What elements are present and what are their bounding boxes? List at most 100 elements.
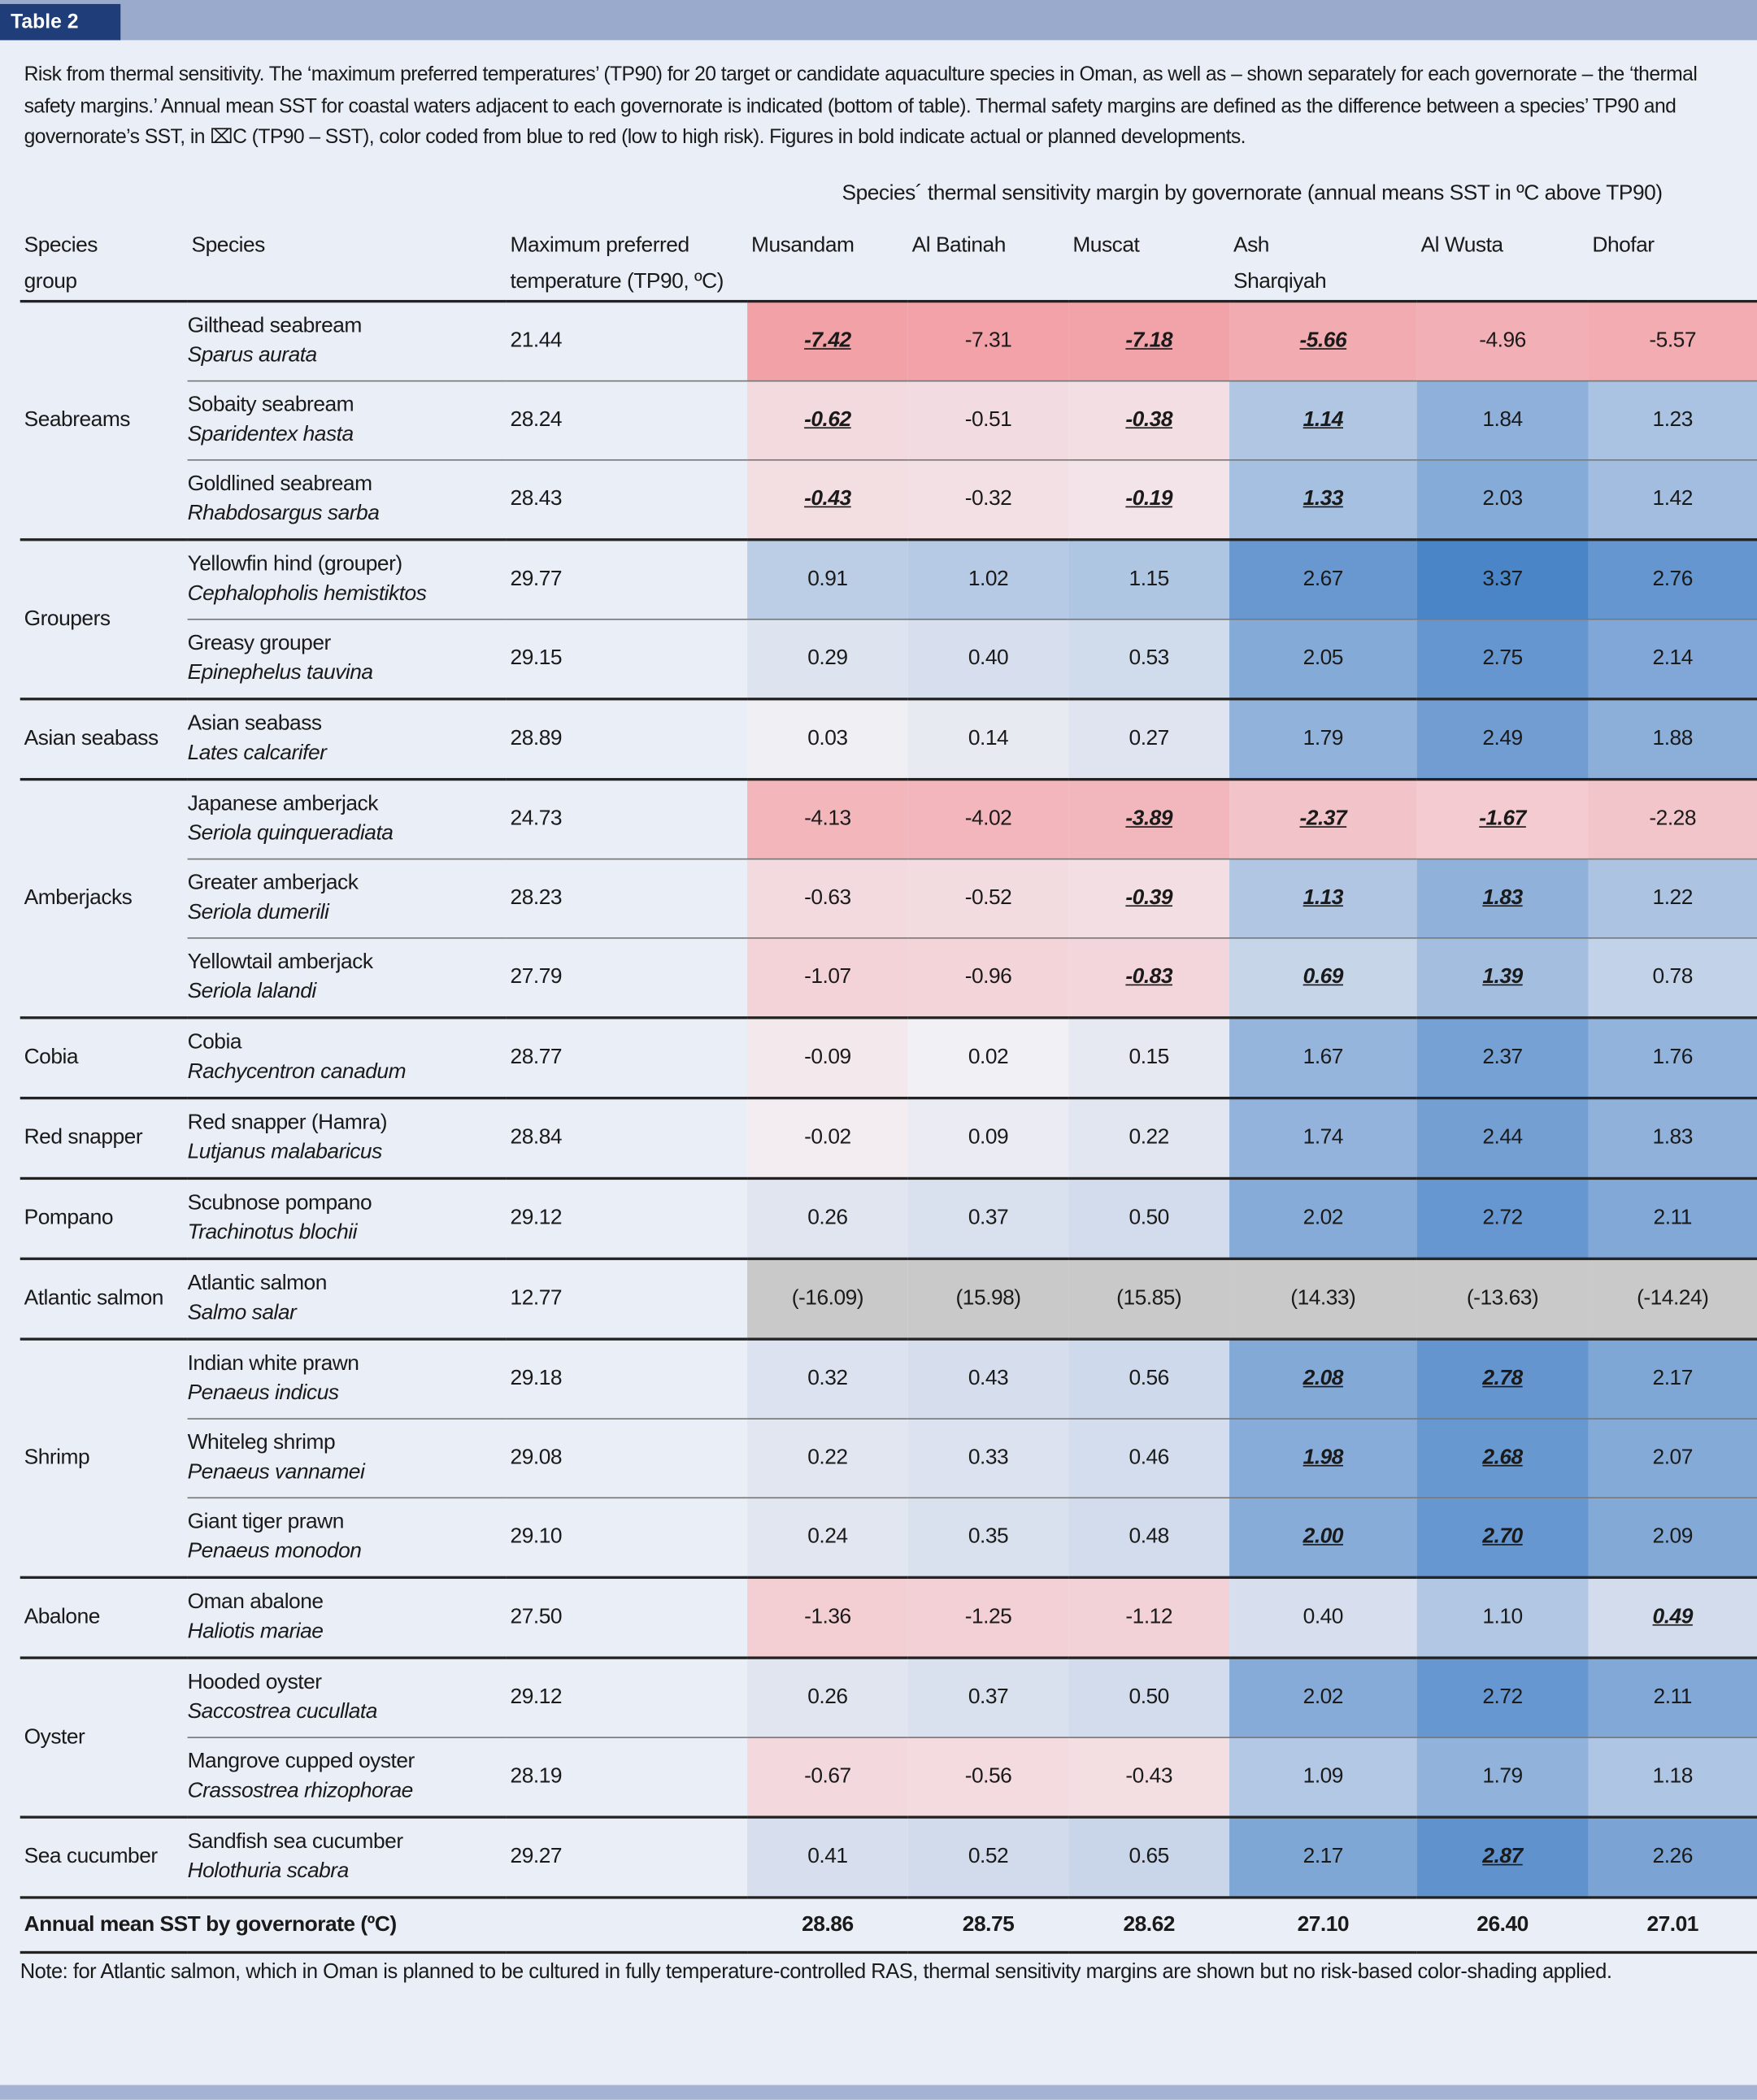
tp90: 29.12 [506, 1176, 748, 1259]
species: Giant tiger prawn Penaeus monodon [187, 1497, 507, 1578]
common-name: Cobia [187, 1031, 242, 1054]
column-header-text: Maximum preferred temperature (TP90, ºC) [510, 234, 724, 293]
margin-cell: 2.08 [1229, 1337, 1417, 1420]
margin-cell: 1.83 [1416, 858, 1589, 938]
margin-cell: -0.51 [907, 380, 1069, 460]
species-group: Seabreams [20, 299, 188, 540]
margin-cell: (15.85) [1068, 1257, 1230, 1340]
margin-cell: 1.23 [1588, 380, 1757, 460]
sst-value: 26.40 [1416, 1896, 1589, 1954]
margin-cell: 2.11 [1588, 1656, 1757, 1738]
margin-cell: -5.66 [1229, 299, 1417, 381]
tp90: 29.77 [506, 538, 748, 620]
common-name: Red snapper (Hamra) [187, 1111, 388, 1135]
species: Yellowtail amberjack Seriola lalandi [187, 937, 507, 1018]
sst-value: 28.86 [747, 1896, 908, 1954]
margin-cell: 0.41 [747, 1815, 908, 1898]
scientific-name: Cephalopholis hemistiktos [187, 582, 427, 606]
margin-cell: -0.62 [747, 380, 908, 460]
common-name: Greater amberjack [187, 872, 359, 895]
species-row: Yellowtail amberjack Seriola lalandi 27.79… [20, 937, 1757, 1018]
margin-cell: -0.63 [747, 858, 908, 938]
species: Asian seabass Lates calcarifer [187, 698, 507, 780]
margin-cell: 0.37 [907, 1656, 1069, 1738]
common-name: Hooded oyster [187, 1671, 322, 1694]
margin-cell: 0.14 [907, 698, 1069, 780]
margin-cell: 2.14 [1588, 618, 1757, 699]
scientific-name: Seriola quinqueradiata [187, 822, 394, 846]
margin-cell: -1.67 [1416, 777, 1589, 859]
margin-cell: 1.33 [1229, 459, 1417, 540]
margin-cell: 0.53 [1068, 618, 1230, 699]
top-bar [0, 0, 1757, 41]
margin-cell: 2.02 [1229, 1176, 1417, 1259]
species: Cobia Rachycentron canadum [187, 1016, 507, 1098]
tp90: 28.77 [506, 1016, 748, 1098]
species: Yellowfin hind (grouper) Cephalopholis he… [187, 538, 507, 620]
column-header-text: Species [191, 234, 266, 258]
tp90: 28.84 [506, 1096, 748, 1179]
species-row: Giant tiger prawn Penaeus monodon 29.10 0.2… [20, 1497, 1757, 1578]
margin-cell: 2.17 [1588, 1337, 1757, 1420]
sst-value: 28.75 [907, 1896, 1069, 1954]
tp90: 29.10 [506, 1497, 748, 1578]
margin-cell: 2.67 [1229, 538, 1417, 620]
margin-cell: 0.91 [747, 538, 908, 620]
margin-cell: 2.75 [1416, 618, 1589, 699]
sst-value: 27.10 [1229, 1896, 1417, 1954]
species-group: Sea cucumber [20, 1815, 188, 1898]
note: Note: for Atlantic salmon, which in Oman… [20, 1960, 1612, 1984]
margin-cell: 1.39 [1416, 937, 1589, 1018]
margin-cell: 0.49 [1588, 1576, 1757, 1659]
margin-cell: 0.03 [747, 698, 908, 780]
margin-cell: 0.48 [1068, 1497, 1230, 1578]
margin-cell: 1.02 [907, 538, 1069, 620]
species-row: Abalone Oman abalone Haliotis mariae 27.50-… [20, 1576, 1757, 1659]
margin-cell: 1.76 [1588, 1016, 1757, 1098]
margin-cell: 0.32 [747, 1337, 908, 1420]
margin-cell: 2.05 [1229, 618, 1417, 699]
species-row: Cobia Cobia Rachycentron canadum 28.77 -0.09… [20, 1016, 1757, 1098]
margin-cell: 0.78 [1588, 937, 1757, 1018]
sst-value: 28.62 [1068, 1896, 1230, 1954]
species: Goldlined seabream Rhabdosargus sarba [187, 459, 507, 540]
scientific-name: Crassostrea rhizophorae [187, 1779, 414, 1802]
species-group: Red snapper [20, 1096, 188, 1179]
column-header: Muscat [1068, 222, 1230, 303]
tp90: 24.73 [506, 777, 748, 859]
margin-cell: 1.15 [1068, 538, 1230, 620]
scientific-name: Epinephelus tauvina [187, 661, 373, 685]
species-row: Asian seabass Asian seabass Lates calcarif… [20, 698, 1757, 780]
tp90: 29.18 [506, 1337, 748, 1420]
species-row: Goldlined seabream Rhabdosargus sarba 28.4… [20, 459, 1757, 540]
column-header-text: Al Batinah [911, 234, 1007, 258]
species-row: Groupers Yellowfin hind (grouper) Cephalop… [20, 538, 1757, 699]
margin-cell: -0.43 [1068, 1737, 1230, 1818]
tp90: 28.23 [506, 858, 748, 938]
species: Sobaity seabream Sparidentex hasta [187, 380, 507, 460]
margin-cell: 2.72 [1416, 1656, 1589, 1738]
margin-cell: 0.37 [907, 1176, 1069, 1259]
margin-cell: -7.42 [747, 299, 908, 381]
margin-cell: -0.02 [747, 1096, 908, 1179]
margin-cell: 2.11 [1588, 1176, 1757, 1259]
common-name: Yellowfin hind (grouper) [187, 553, 403, 576]
species: Sandfish sea cucumber Holothuria scabra [187, 1815, 507, 1898]
margin-cell: 2.76 [1588, 538, 1757, 620]
scientific-name: Seriola lalandi [187, 980, 317, 1003]
species-row: Mangrove cupped oyster Crassostrea rhizop… [20, 1737, 1757, 1818]
tp90: 28.24 [506, 380, 748, 460]
margin-cell: 2.72 [1416, 1176, 1589, 1259]
margin-cell: -0.19 [1068, 459, 1230, 540]
margin-cell: 0.26 [747, 1656, 908, 1738]
bottom-bar [0, 2085, 1757, 2100]
tp90: 28.19 [506, 1737, 748, 1818]
margin-cell: -0.09 [747, 1016, 908, 1098]
margin-cell: 0.50 [1068, 1176, 1230, 1259]
margin-cell: (-14.24) [1588, 1257, 1757, 1340]
margin-cell: 2.03 [1416, 459, 1589, 540]
column-header: Species [187, 222, 507, 303]
data-table: Species group Species Maximum preferred te… [20, 222, 1757, 1954]
common-name: Giant tiger prawn [187, 1510, 345, 1533]
margin-cell: -3.89 [1068, 777, 1230, 859]
